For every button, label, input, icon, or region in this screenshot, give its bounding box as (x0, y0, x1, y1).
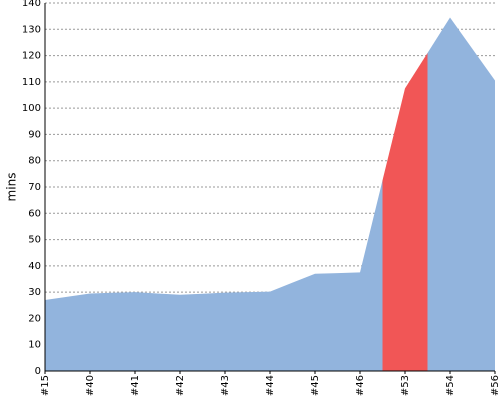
y-tick-label: 110 (22, 77, 41, 88)
area-segment (247, 282, 293, 371)
area-segment (427, 17, 473, 371)
x-tick-label: #15 (40, 375, 51, 396)
area-segment (45, 296, 68, 371)
y-tick-label: 100 (22, 103, 41, 114)
x-tick-label: #44 (265, 375, 276, 396)
area-segment (382, 52, 428, 371)
area-segment (472, 49, 495, 371)
x-tick-label: #53 (400, 375, 411, 396)
y-tick-label: 120 (22, 51, 41, 62)
x-tick-label: #41 (130, 375, 141, 396)
y-tick-label: 60 (28, 208, 41, 219)
y-axis-title: mins (5, 173, 19, 202)
x-tick-label: #45 (310, 375, 321, 396)
y-tick-label: 50 (28, 235, 41, 246)
area-segment (157, 293, 203, 371)
y-tick-label: 140 (22, 0, 41, 9)
y-tick-label: 10 (28, 340, 41, 351)
y-tick-label: 90 (28, 129, 41, 140)
y-tick-label: 40 (28, 261, 41, 272)
x-tick-label: #42 (175, 375, 186, 396)
area-segment (292, 273, 338, 371)
area-segment (67, 292, 113, 371)
area-segment (112, 292, 158, 371)
y-tick-label: 70 (28, 182, 41, 193)
x-tick-label: #46 (355, 375, 366, 396)
x-tick-label: #56 (490, 375, 500, 396)
area-segment (202, 292, 248, 371)
y-tick-label: 80 (28, 156, 41, 167)
x-tick-label: #54 (445, 375, 456, 396)
y-tick-label: 20 (28, 313, 41, 324)
x-tick-label: #40 (85, 375, 96, 396)
y-tick-label: 30 (28, 287, 41, 298)
y-tick-label: 130 (22, 24, 41, 35)
y-tick-label: 0 (35, 366, 41, 377)
x-tick-label: #43 (220, 375, 231, 396)
area-segment (337, 180, 383, 371)
